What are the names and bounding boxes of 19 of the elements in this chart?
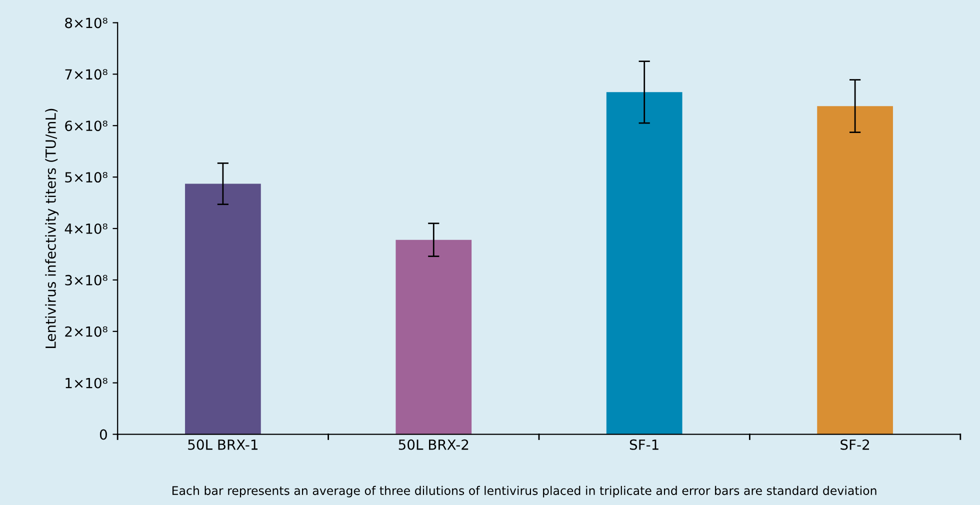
y-tick-label: 2×10⁸ xyxy=(65,326,108,337)
y-tick-label: 3×10⁸ xyxy=(65,274,108,286)
text: Each bar represents an average of three dilutions of lentivirus placed in triplicate and error bars are standard deviation xyxy=(172,486,876,498)
y-tick-label: 8×10⁸ xyxy=(65,18,108,28)
y-tick-label: 4×10⁸ xyxy=(64,223,108,234)
bar xyxy=(396,240,472,434)
y-tick-label: 7×10⁸ xyxy=(65,69,108,80)
y-tick-label: 5×10⁸ xyxy=(65,172,108,183)
bar xyxy=(185,184,261,434)
y-tick-label: 1×10⁸ xyxy=(66,378,108,388)
x-tick-label: SF-1 xyxy=(630,439,658,450)
bar xyxy=(817,106,893,434)
y-axis-title: Lentivirus infectivity titers (TU/mL) xyxy=(45,108,59,348)
x-tick-label: 50L BRX-1 xyxy=(188,439,258,450)
bar xyxy=(606,92,682,434)
x-tick-label: SF-2 xyxy=(840,439,869,450)
y-tick-label: 6×10⁸ xyxy=(65,120,108,132)
x-tick-label: 50L BRX-2 xyxy=(398,439,468,450)
y-tick-label: 0 xyxy=(100,429,107,440)
